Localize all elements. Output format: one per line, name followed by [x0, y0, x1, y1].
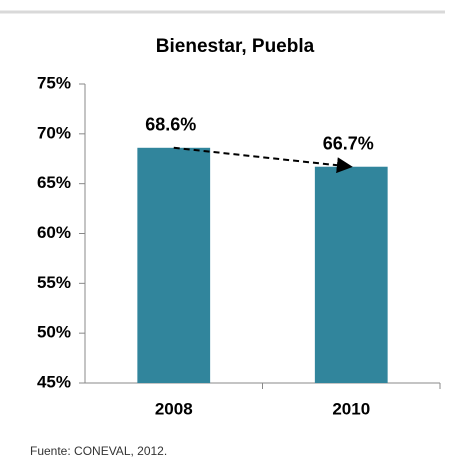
y-tick-label: 55% — [37, 273, 71, 292]
y-tick-label: 45% — [37, 372, 71, 391]
bar — [137, 147, 211, 383]
y-tick-label: 70% — [37, 123, 71, 142]
x-tick-label: 2010 — [332, 399, 370, 418]
y-tick-label: 75% — [37, 73, 71, 92]
y-tick-label: 50% — [37, 323, 71, 342]
chart-title: Bienestar, Puebla — [156, 36, 315, 57]
value-label: 66.7% — [323, 133, 374, 153]
y-tick-label: 60% — [37, 223, 71, 242]
bar — [314, 166, 388, 383]
y-tick-label: 65% — [37, 173, 71, 192]
source-note: Fuente: CONEVAL, 2012. — [30, 444, 167, 458]
x-tick-label: 2008 — [155, 399, 193, 418]
value-label: 68.6% — [145, 115, 196, 135]
